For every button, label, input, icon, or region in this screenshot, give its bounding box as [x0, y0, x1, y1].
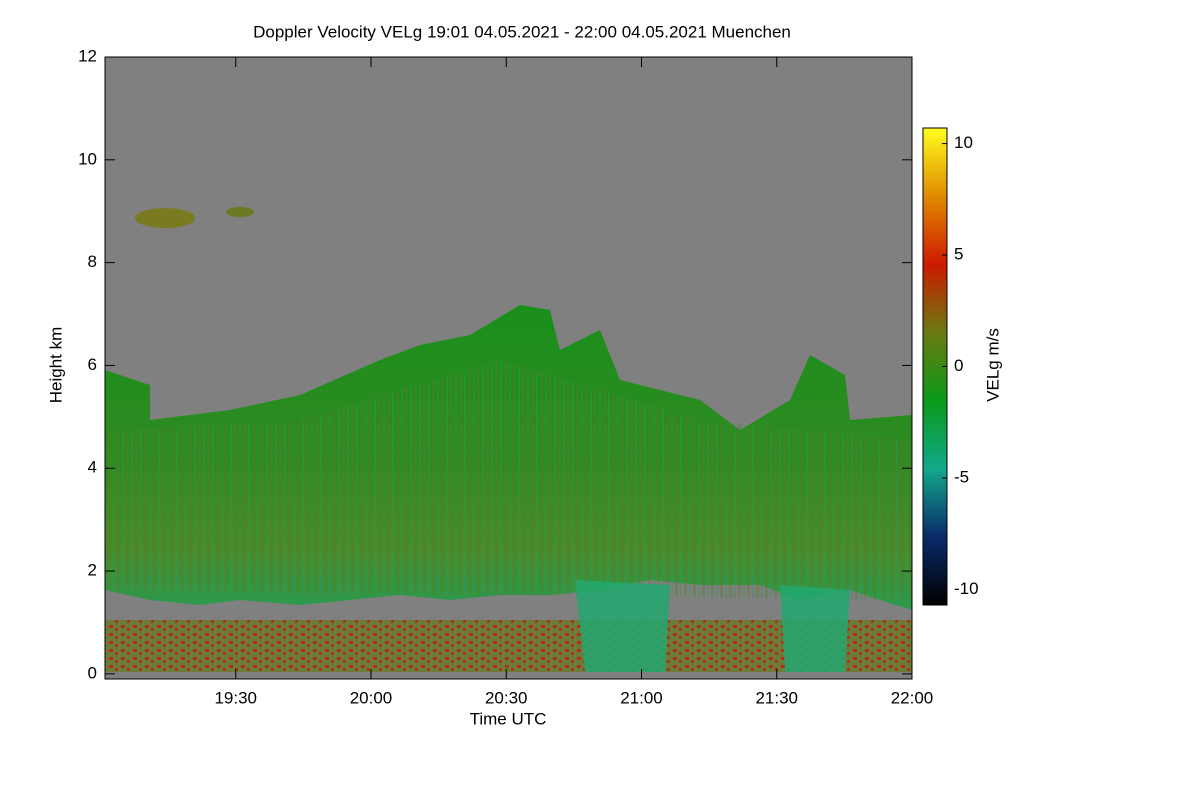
- y-tick-label: 12: [78, 46, 97, 65]
- x-tick-label: 20:30: [485, 688, 528, 707]
- y-axis-label: Height km: [46, 327, 65, 404]
- fall-streak: [575, 580, 670, 672]
- x-tick-label: 20:00: [350, 688, 393, 707]
- x-tick-label: 19:30: [214, 688, 257, 707]
- colorbar-label: VELg m/s: [983, 328, 1002, 402]
- cloud-streaks: [105, 360, 912, 600]
- colorbar-tick-label: 5: [954, 245, 963, 264]
- chart-title: Doppler Velocity VELg 19:01 04.05.2021 -…: [253, 22, 791, 41]
- y-tick-label: 4: [88, 458, 97, 477]
- cloud-patch: [135, 208, 195, 228]
- y-tick-label: 2: [88, 561, 97, 580]
- x-axis-label: Time UTC: [470, 709, 547, 728]
- y-tick-label: 6: [88, 355, 97, 374]
- x-tick-label: 21:30: [755, 688, 798, 707]
- plot-frame: [104, 56, 913, 680]
- y-tick-label: 8: [88, 252, 97, 271]
- colorbar-tick-label: -5: [954, 467, 969, 486]
- x-tick-label: 21:00: [620, 688, 663, 707]
- ground-clutter: [105, 620, 912, 672]
- x-tick-label: 22:00: [891, 688, 934, 707]
- colorbar-tick-label: 10: [954, 133, 973, 152]
- colorbar-tick-label: -10: [954, 579, 979, 598]
- y-tick-label: 0: [88, 663, 97, 682]
- echo-field: [105, 207, 912, 672]
- colorbar-tick-label: 0: [954, 356, 963, 375]
- y-tick-label: 10: [78, 149, 97, 168]
- fall-streak: [780, 585, 850, 672]
- cloud-patch: [226, 207, 254, 217]
